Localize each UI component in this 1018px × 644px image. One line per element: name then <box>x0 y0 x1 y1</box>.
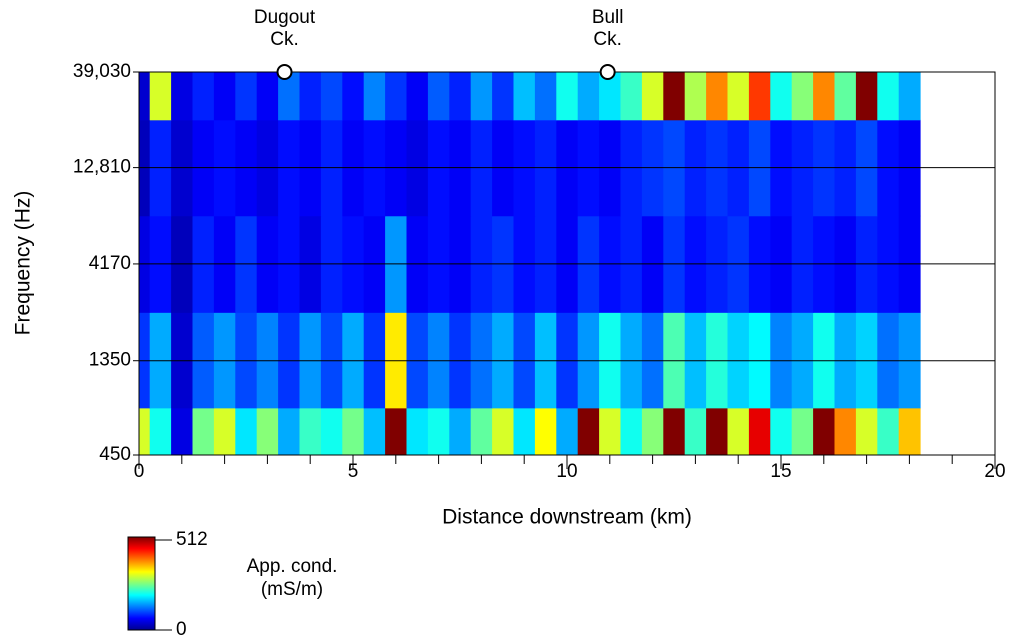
heatmap-cell <box>770 407 793 455</box>
heatmap-cell <box>834 407 857 455</box>
heatmap-cell <box>599 407 621 455</box>
heatmap-cell <box>791 72 814 121</box>
heatmap-cell <box>363 407 386 455</box>
heatmap-cell <box>139 407 151 455</box>
heatmap-cell <box>684 407 707 455</box>
heatmap-cell <box>278 407 300 455</box>
annotation-marker <box>599 64 616 80</box>
heatmap-cell <box>513 72 536 121</box>
heatmap-cell <box>213 72 236 121</box>
y-tick-label: 450 <box>99 444 131 465</box>
heatmap-cell <box>149 407 172 455</box>
heatmap-cell <box>620 72 643 121</box>
heatmap-cell <box>320 72 343 121</box>
heatmap-cell <box>877 407 900 455</box>
heatmap-cell <box>727 72 750 121</box>
heatmap-cell <box>342 72 365 121</box>
heatmap-cell <box>813 407 835 455</box>
x-tick-label: 20 <box>984 461 1005 482</box>
heatmap-cell <box>427 407 450 455</box>
heatmap-cell <box>192 72 215 121</box>
heatmap-cell <box>492 407 514 455</box>
heatmap-cell <box>855 72 878 121</box>
heatmap-cell <box>834 72 857 121</box>
heatmap-cell <box>449 72 472 121</box>
heatmap-cell <box>470 72 493 121</box>
annotation-label: Ck. <box>270 29 299 50</box>
colorbar-label: App. cond. <box>247 556 338 577</box>
heatmap-cell <box>235 72 258 121</box>
annotation-label: Bull <box>592 7 624 28</box>
x-tick-label: 5 <box>348 461 359 482</box>
heatmap-cell <box>684 72 707 121</box>
heatmap-cell <box>192 407 215 455</box>
heatmap-cell <box>663 407 686 455</box>
x-tick-label: 0 <box>134 461 145 482</box>
heatmap-cell <box>534 72 557 121</box>
heatmap-cell <box>577 407 600 455</box>
heatmap-cell <box>534 407 557 455</box>
heatmap-cell <box>791 407 814 455</box>
heatmap-cell <box>256 72 279 121</box>
heatmap-cell <box>320 407 343 455</box>
heatmap-cell <box>663 72 686 121</box>
colorbar-label: (mS/m) <box>261 579 323 600</box>
heatmap-cell <box>363 72 386 121</box>
y-tick-label: 39,030 <box>73 61 131 82</box>
heatmap-cell <box>171 407 193 455</box>
heatmap-cell <box>385 72 407 121</box>
heatmap-cell <box>556 407 579 455</box>
heatmap-cell <box>213 407 236 455</box>
heatmap-cell <box>470 407 493 455</box>
heatmap-cell <box>813 72 835 121</box>
colorbar-tick-label: 0 <box>176 619 187 640</box>
heatmap-cell <box>406 72 429 121</box>
y-tick-label: 12,810 <box>73 157 131 178</box>
heatmap-cell <box>171 72 193 121</box>
heatmap-cell <box>556 72 579 121</box>
heatmap-cell <box>577 72 600 121</box>
heatmap-cell <box>278 72 300 121</box>
x-tick-label: 10 <box>556 461 577 482</box>
heatmap-cell <box>898 72 921 121</box>
y-tick-label: 4170 <box>89 253 131 274</box>
heatmap-cell <box>748 407 771 455</box>
heatmap-cell <box>898 407 921 455</box>
x-axis-label: Distance downstream (km) <box>442 506 692 529</box>
heatmap-cell <box>727 407 750 455</box>
y-tick-label: 1350 <box>89 350 131 371</box>
heatmap-cell <box>855 407 878 455</box>
heatmap-cell <box>620 407 643 455</box>
heatmap-cell <box>641 72 664 121</box>
heatmap-cell <box>706 72 728 121</box>
x-tick-label: 15 <box>770 461 791 482</box>
heatmap-cell <box>139 72 151 121</box>
heatmap-cell <box>748 72 771 121</box>
heatmap-cell <box>877 72 900 121</box>
y-axis-label: Frequency (Hz) <box>12 191 35 336</box>
colorbar-tick-label: 512 <box>176 529 208 550</box>
heatmap-cell <box>770 72 793 121</box>
heatmap-cell <box>641 407 664 455</box>
annotation-marker <box>276 64 293 80</box>
heatmap-cell <box>299 407 322 455</box>
colorbar <box>127 536 156 631</box>
heatmap-cell <box>256 407 279 455</box>
annotation-label: Dugout <box>254 7 316 28</box>
heatmap-cell <box>427 72 450 121</box>
heatmap-cell <box>235 407 258 455</box>
heatmap-cell <box>385 407 407 455</box>
annotation-label: Ck. <box>593 29 622 50</box>
heatmap-cell <box>513 407 536 455</box>
heatmap-cell <box>492 72 514 121</box>
heatmap-cell <box>149 72 172 121</box>
heatmap-cell <box>299 72 322 121</box>
heatmap-cell <box>449 407 472 455</box>
heatmap-cell <box>599 72 621 121</box>
heatmap-cell <box>342 407 365 455</box>
heatmap-cell <box>406 407 429 455</box>
heatmap-cell <box>706 407 728 455</box>
